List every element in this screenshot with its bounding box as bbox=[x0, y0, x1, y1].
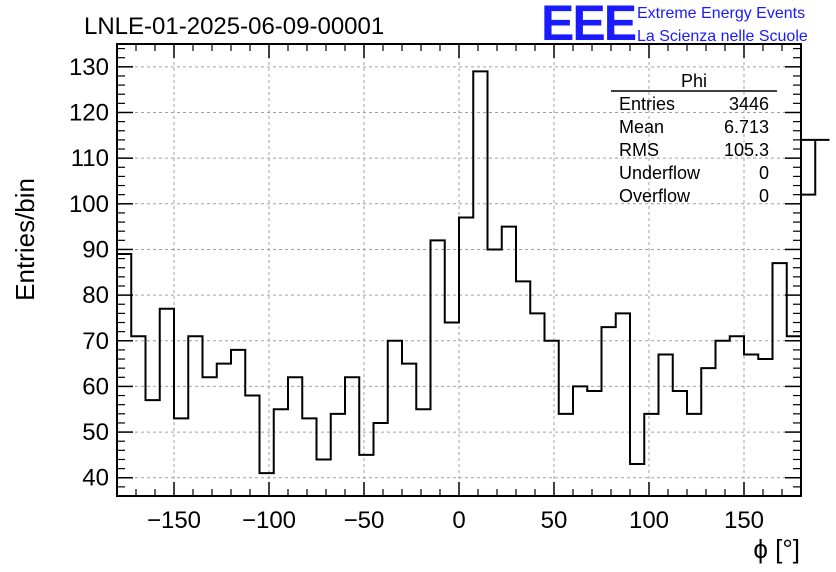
stats-label: Entries bbox=[619, 94, 675, 114]
stats-box: Phi Entries 3446 Mean 6.713 RMS 105.3 Underflo… bbox=[611, 71, 777, 206]
y-tick-label: 70 bbox=[82, 328, 109, 355]
stats-value: 0 bbox=[759, 186, 769, 206]
histogram-bin bbox=[687, 414, 701, 496]
y-tick-label: 50 bbox=[82, 419, 109, 446]
histogram-bin bbox=[203, 377, 217, 496]
histogram-bin bbox=[673, 391, 687, 496]
histogram-bin bbox=[502, 227, 516, 496]
histogram-bin bbox=[616, 313, 630, 496]
histogram-bin bbox=[701, 368, 715, 496]
histogram-bin bbox=[744, 354, 758, 496]
x-tick-label: 100 bbox=[629, 507, 669, 534]
histogram-bin bbox=[188, 336, 202, 496]
histogram-bin bbox=[359, 455, 373, 496]
y-tick-label: 60 bbox=[82, 373, 109, 400]
histogram-bin bbox=[773, 263, 787, 496]
chart-title: LNLE-01-2025-06-09-00001 bbox=[84, 13, 384, 40]
x-axis-title: ϕ [°] bbox=[753, 534, 800, 564]
y-tick-label: 120 bbox=[69, 99, 109, 126]
histogram-bin bbox=[559, 414, 573, 496]
histogram-bin bbox=[374, 423, 388, 496]
histogram-outline bbox=[116, 70, 830, 496]
histogram-bin bbox=[488, 249, 502, 496]
histogram-bin bbox=[659, 354, 673, 496]
stats-label: Mean bbox=[619, 117, 664, 137]
histogram-bin bbox=[602, 327, 616, 496]
histogram-bin bbox=[587, 391, 601, 496]
histogram-bin bbox=[231, 350, 245, 496]
histogram-bin bbox=[758, 359, 772, 496]
histogram-bin bbox=[445, 323, 459, 496]
stats-value: 105.3 bbox=[724, 140, 769, 160]
histogram-bin bbox=[644, 414, 658, 496]
histogram-bin bbox=[146, 400, 160, 496]
x-tick-label: −50 bbox=[344, 507, 385, 534]
histogram-bin bbox=[459, 217, 473, 496]
histogram-bin bbox=[516, 281, 530, 496]
y-tick-label: 90 bbox=[82, 236, 109, 263]
stats-value: 0 bbox=[759, 163, 769, 183]
histogram-bin bbox=[160, 309, 174, 496]
histogram-bin bbox=[245, 396, 259, 496]
logo-line1: Extreme Energy Events bbox=[637, 5, 805, 22]
histogram-bin bbox=[416, 409, 430, 496]
histogram-bin bbox=[274, 409, 288, 496]
axis-ticks: −150 −100 −50 0 50 100 150 40 50 60 70 80 90 100 110 12… bbox=[69, 44, 801, 534]
histogram-bin bbox=[530, 313, 544, 496]
x-tick-label: −100 bbox=[242, 507, 296, 534]
stats-value: 3446 bbox=[729, 94, 769, 114]
y-tick-label: 80 bbox=[82, 282, 109, 309]
y-tick-label: 130 bbox=[69, 54, 109, 81]
histogram-bin bbox=[573, 386, 587, 496]
histogram-bin bbox=[388, 341, 402, 496]
y-axis-title: Entries/bin bbox=[10, 178, 40, 301]
stats-label: Underflow bbox=[619, 163, 701, 183]
eee-logo: EEE Extreme Energy Events La Scienza nel… bbox=[541, 0, 808, 51]
histogram-bin bbox=[302, 418, 316, 496]
x-tick-label: −150 bbox=[147, 507, 201, 534]
histogram-bin bbox=[787, 336, 801, 496]
y-tick-label: 100 bbox=[69, 191, 109, 218]
x-tick-label: 150 bbox=[724, 507, 764, 534]
histogram-bin bbox=[545, 341, 559, 496]
histogram-bin bbox=[431, 240, 445, 496]
stats-value: 6.713 bbox=[724, 117, 769, 137]
y-tick-label: 40 bbox=[82, 465, 109, 492]
histogram-bin bbox=[473, 71, 487, 496]
logo-line2: La Scienza nelle Scuole bbox=[637, 28, 808, 45]
histogram-bin bbox=[317, 459, 331, 496]
histogram-bin bbox=[288, 377, 302, 496]
stats-label: Overflow bbox=[619, 186, 691, 206]
histogram-bin bbox=[345, 377, 359, 496]
logo-mark: EEE bbox=[541, 0, 636, 51]
histogram-bin bbox=[716, 341, 730, 496]
stats-rows: Entries 3446 Mean 6.713 RMS 105.3 Underflow 0 Ov… bbox=[619, 94, 769, 206]
x-tick-label: 0 bbox=[452, 507, 465, 534]
histogram-bin bbox=[815, 140, 829, 496]
histogram-bin bbox=[730, 336, 744, 496]
histogram-bin bbox=[402, 364, 416, 496]
histogram-bin bbox=[131, 336, 145, 496]
y-tick-label: 110 bbox=[71, 145, 109, 172]
histogram-bin bbox=[630, 464, 644, 496]
histogram-bin bbox=[260, 473, 274, 496]
x-tick-label: 50 bbox=[541, 507, 568, 534]
histogram-bin bbox=[174, 418, 188, 496]
stats-title: Phi bbox=[681, 71, 707, 91]
histogram-bin bbox=[331, 414, 345, 496]
stats-label: RMS bbox=[619, 140, 659, 160]
histogram-bin bbox=[801, 195, 815, 496]
histogram-bin bbox=[217, 364, 231, 496]
